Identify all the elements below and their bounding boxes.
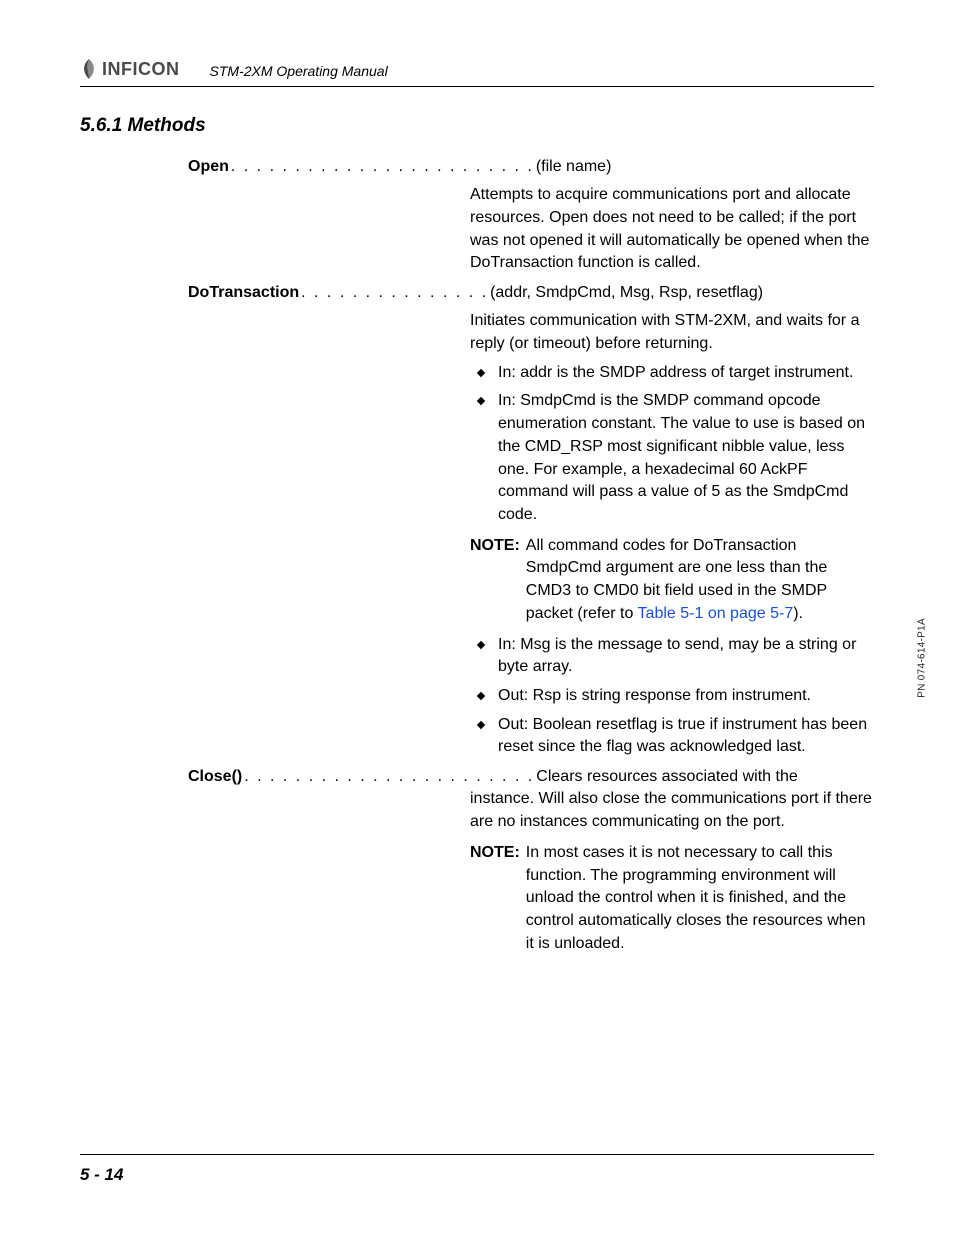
list-item: In: SmdpCmd is the SMDP command opcode e… xyxy=(470,390,874,526)
note-label: NOTE: xyxy=(470,842,526,956)
page-number: 5 - 14 xyxy=(80,1165,874,1185)
cross-reference-link[interactable]: Table 5-1 on page 5-7 xyxy=(638,605,794,622)
page-header: INFICON STM-2XM Operating Manual xyxy=(80,58,874,87)
method-open: Open . . . . . . . . . . . . . . . . . .… xyxy=(188,155,874,275)
leader-dots: . . . . . . . . . . . . . . . xyxy=(299,281,490,304)
note-label: NOTE: xyxy=(470,535,526,626)
note-text-post: ). xyxy=(793,605,803,622)
method-args: (file name) xyxy=(536,155,612,178)
leader-dots: . . . . . . . . . . . . . . . . . . . . … xyxy=(229,155,536,178)
method-dotransaction-head: DoTransaction . . . . . . . . . . . . . … xyxy=(188,281,874,304)
note-body: In most cases it is not necessary to cal… xyxy=(526,842,874,956)
list-item: Out: Rsp is string response from instrum… xyxy=(470,685,874,708)
paragraph: Attempts to acquire communications port … xyxy=(470,184,874,275)
logo-text: INFICON xyxy=(102,59,180,80)
note-block: NOTE: In most cases it is not necessary … xyxy=(470,842,874,956)
method-name: Close() xyxy=(188,765,242,788)
method-args: (addr, SmdpCmd, Msg, Rsp, resetflag) xyxy=(490,281,763,304)
method-dotransaction-desc: Initiates communication with STM-2XM, an… xyxy=(470,310,874,759)
part-number-vertical: PN 074-614-P1A xyxy=(917,618,928,698)
method-close-desc: instance. Will also close the communicat… xyxy=(470,788,874,955)
note-body: All command codes for DoTransaction Smdp… xyxy=(526,535,874,626)
method-desc-inline: Clears resources associated with the xyxy=(536,765,797,788)
paragraph: instance. Will also close the communicat… xyxy=(470,788,874,833)
brand-logo: INFICON xyxy=(80,58,180,80)
bullet-list: In: addr is the SMDP address of target i… xyxy=(470,362,874,527)
section-heading: 5.6.1 Methods xyxy=(80,115,874,137)
method-dotransaction: DoTransaction . . . . . . . . . . . . . … xyxy=(188,281,874,759)
list-item: Out: Boolean resetflag is true if instru… xyxy=(470,714,874,759)
note-block: NOTE: All command codes for DoTransactio… xyxy=(470,535,874,626)
bullet-list: In: Msg is the message to send, may be a… xyxy=(470,634,874,760)
page: INFICON STM-2XM Operating Manual 5.6.1 M… xyxy=(0,0,954,1235)
page-footer: 5 - 14 xyxy=(80,1154,874,1185)
method-close-head: Close(). . . . . . . . . . . . . . . . .… xyxy=(188,765,874,788)
method-open-desc: Attempts to acquire communications port … xyxy=(470,184,874,275)
list-item: In: addr is the SMDP address of target i… xyxy=(470,362,874,385)
method-close: Close(). . . . . . . . . . . . . . . . .… xyxy=(188,765,874,955)
method-name: DoTransaction xyxy=(188,281,299,304)
logo-leaf-icon xyxy=(80,58,98,80)
method-name: Open xyxy=(188,155,229,178)
manual-title: STM-2XM Operating Manual xyxy=(210,63,388,80)
leader-dots: . . . . . . . . . . . . . . . . . . . . … xyxy=(242,765,536,788)
method-open-head: Open . . . . . . . . . . . . . . . . . .… xyxy=(188,155,874,178)
paragraph: Initiates communication with STM-2XM, an… xyxy=(470,310,874,355)
list-item: In: Msg is the message to send, may be a… xyxy=(470,634,874,679)
